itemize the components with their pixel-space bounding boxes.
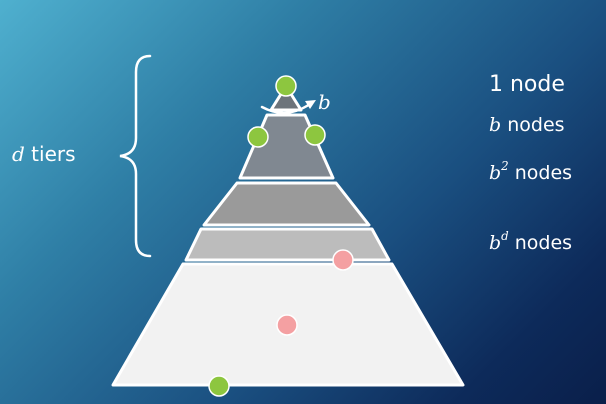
deep-node-pink-2 <box>276 314 298 336</box>
pyramid-tier-3 <box>184 227 391 262</box>
deep-node-pink-1 <box>332 249 354 271</box>
level-2-exponent: 2 <box>501 158 509 173</box>
child-node-right <box>304 124 326 146</box>
level-d-exponent: d <box>501 228 509 243</box>
pyramid-tier-2 <box>202 181 371 227</box>
branching-factor-label: b <box>318 90 331 114</box>
root-node <box>275 75 297 97</box>
branching-arrowhead <box>305 100 316 109</box>
tiers-brace <box>119 54 152 258</box>
level-d-variable: b <box>489 232 502 254</box>
level-2-text: nodes <box>508 162 573 184</box>
tiers-variable: d <box>12 142 25 166</box>
pyramid-apex-tier <box>269 84 303 112</box>
level-1-text: nodes <box>501 114 565 136</box>
level-0-label: 1 node <box>489 72 565 97</box>
branching-arrow <box>260 102 312 114</box>
level-2-label: b2 nodes <box>489 160 573 184</box>
tiers-label: d tiers <box>12 144 76 164</box>
level-2-variable: b <box>489 162 502 184</box>
level-1-variable: b <box>489 114 502 136</box>
level-d-label: bd nodes <box>489 230 573 254</box>
level-d-text: nodes <box>508 232 573 254</box>
tiers-text: tiers <box>24 142 76 166</box>
level-1-label: b nodes <box>489 116 565 135</box>
child-node-left <box>247 126 269 148</box>
leaf-node-green <box>208 375 230 397</box>
